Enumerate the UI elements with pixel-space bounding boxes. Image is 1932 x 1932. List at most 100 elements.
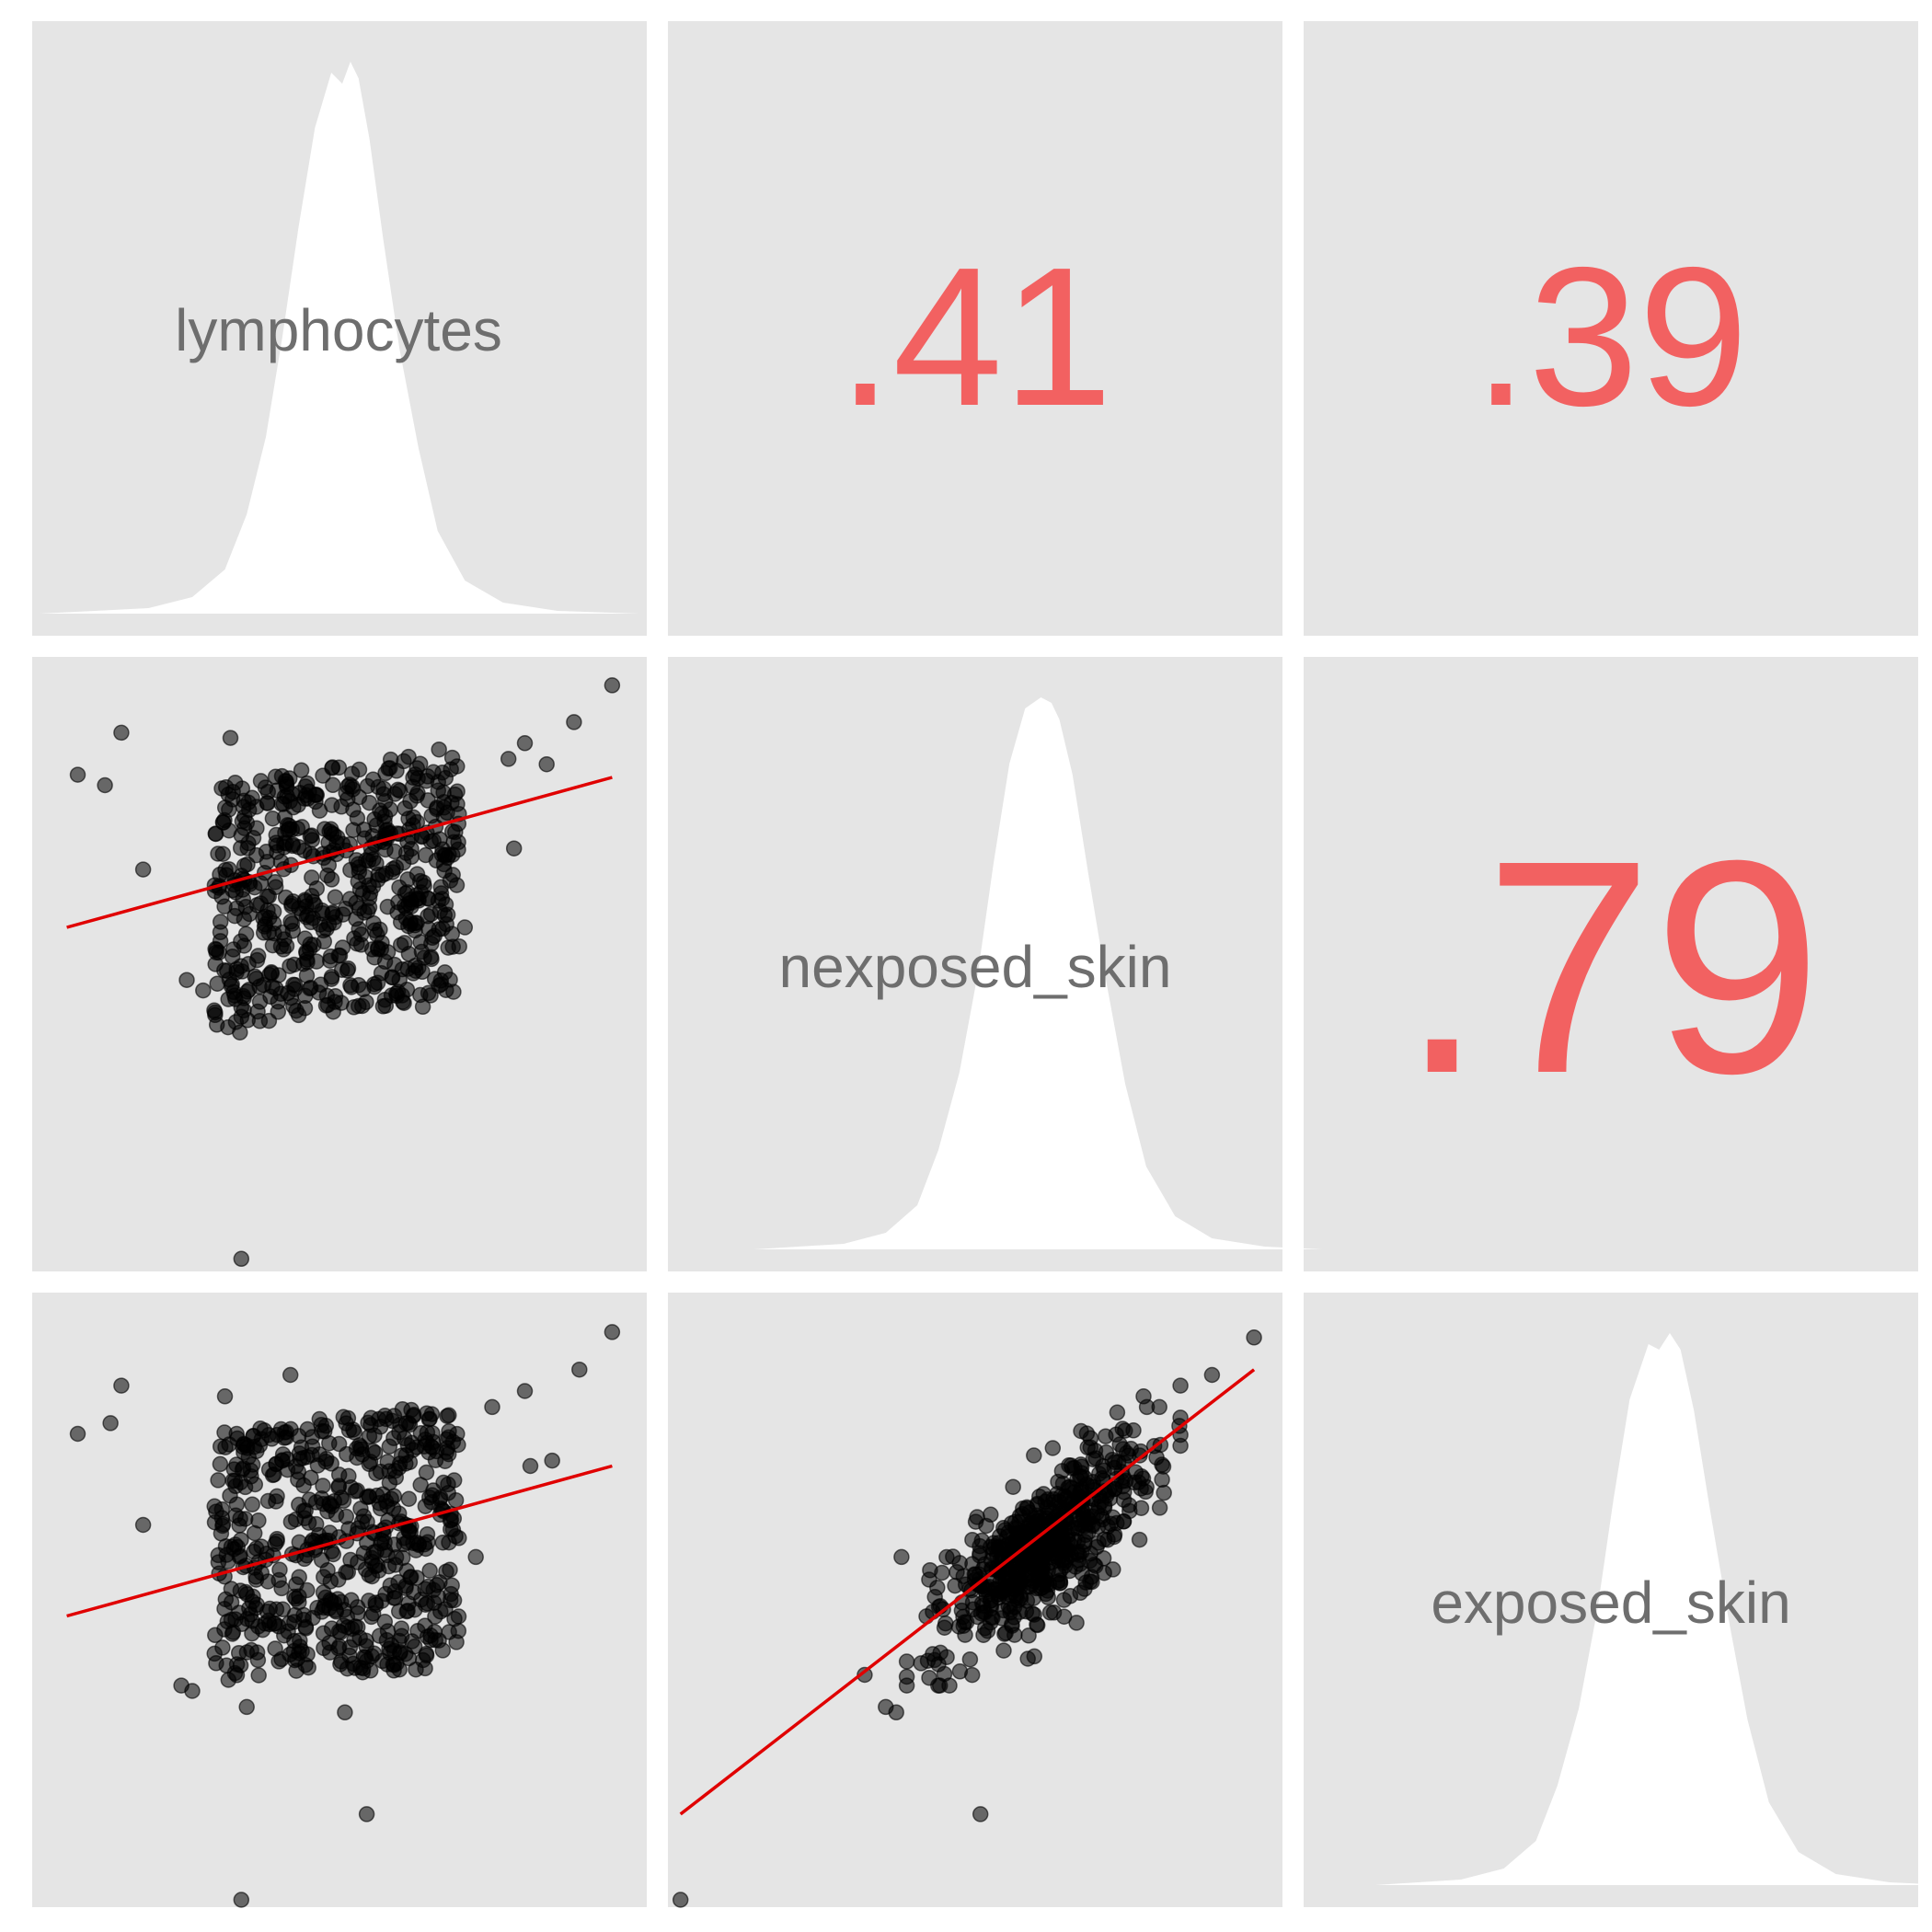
scatter-point xyxy=(1005,1478,1021,1495)
scatter-point xyxy=(436,846,453,864)
scatter-point xyxy=(387,1548,405,1566)
scatter-point-outlier xyxy=(69,766,86,783)
scatter-point xyxy=(264,810,282,827)
scatter-point-outlier xyxy=(1172,1377,1189,1394)
scatter-point xyxy=(898,1677,915,1694)
scatter-point xyxy=(1091,1466,1108,1482)
scatter-point xyxy=(349,935,365,952)
scatter-point xyxy=(244,1593,261,1610)
scatter-point xyxy=(358,1652,375,1670)
scatter-point-outlier xyxy=(113,1377,130,1394)
scatter-point xyxy=(447,1491,465,1509)
scatter-point xyxy=(276,1627,293,1644)
scatter-point-outlier xyxy=(1203,1366,1221,1384)
scatter-point xyxy=(326,914,342,931)
scatter-point-outlier xyxy=(516,735,534,752)
scatter-point xyxy=(342,1479,360,1496)
scatter-point xyxy=(420,984,437,1002)
scatter-point xyxy=(1026,1606,1042,1623)
scatter-point xyxy=(381,1438,398,1455)
scatter-point xyxy=(247,1476,264,1493)
scatter-point xyxy=(244,1496,260,1512)
scatter-point xyxy=(442,972,458,988)
scatter-point-outlier xyxy=(216,1388,234,1405)
scatter-point xyxy=(225,1461,243,1478)
scatter-point xyxy=(335,1409,352,1426)
scatter-point-outlier xyxy=(456,919,474,936)
scatter-point xyxy=(1000,1598,1018,1615)
scatter-point xyxy=(1154,1471,1170,1489)
scatter-point xyxy=(408,760,426,776)
scatter-point-outlier xyxy=(391,1661,408,1678)
scatter-point xyxy=(206,1498,223,1515)
correlation-nexposed-skin-exposed-skin: .79 xyxy=(1400,797,1823,1136)
scatter-point-outlier xyxy=(222,730,239,746)
scatter-point xyxy=(1006,1575,1022,1593)
scatter-point xyxy=(421,1562,438,1579)
scatter-point-outlier xyxy=(857,1666,873,1684)
scatter-point xyxy=(299,775,316,792)
scatter-point xyxy=(282,958,298,974)
scatter-point-outlier xyxy=(337,1704,353,1721)
scatter-point xyxy=(207,1627,224,1644)
scatter-point xyxy=(368,1465,385,1482)
scatter-point xyxy=(390,1603,408,1620)
scatter-point xyxy=(311,1410,328,1428)
panel-corr-nexposed-skin-exposed-skin xyxy=(1304,657,1918,1271)
scatter-point xyxy=(424,1424,441,1442)
scatter-point xyxy=(381,1475,398,1491)
scatter-point xyxy=(1044,1554,1061,1570)
scatter-point xyxy=(938,1548,955,1566)
scatter-point xyxy=(207,825,224,842)
linear-fit-line xyxy=(679,1368,1256,1816)
scatter-point xyxy=(207,1004,224,1021)
scatter-point xyxy=(374,1652,391,1670)
scatter-point xyxy=(304,1429,320,1445)
scatter-point-outlier xyxy=(233,1008,250,1025)
scatter-point xyxy=(222,1487,238,1504)
scatter-point xyxy=(291,1588,307,1604)
variable-label-lymphocytes: lymphocytes xyxy=(175,297,502,363)
scatter-point xyxy=(406,1638,423,1655)
scatter-point xyxy=(967,1513,984,1530)
linear-fit-line xyxy=(66,776,613,929)
scatter-point xyxy=(295,1606,312,1624)
scatter-point xyxy=(241,981,258,998)
scatter-point xyxy=(1148,1449,1165,1466)
linear-fit-line xyxy=(66,1464,613,1618)
scatter-point-outlier xyxy=(930,1656,947,1673)
scatter-point xyxy=(244,1625,260,1642)
scatter-point xyxy=(338,1508,355,1525)
scatter-point xyxy=(267,1535,283,1553)
scatter-point xyxy=(282,1513,300,1530)
scatter-point xyxy=(216,799,234,816)
scatter-point-outlier xyxy=(604,677,621,694)
scatter-point xyxy=(441,1624,457,1640)
scatter-point xyxy=(285,976,302,994)
scatter-point xyxy=(357,868,374,885)
scatter-point xyxy=(350,1554,366,1570)
variable-label-exposed-skin: exposed_skin xyxy=(1431,1570,1790,1636)
scatter-point xyxy=(218,1547,236,1563)
scatter-point xyxy=(1028,1552,1044,1569)
scatter-point xyxy=(224,881,241,899)
scatter-point xyxy=(370,939,386,957)
scatter-point xyxy=(405,1442,421,1458)
scatter-point xyxy=(393,1620,410,1637)
scatter-point xyxy=(237,898,255,915)
scatter-point xyxy=(366,1427,383,1443)
scatter-point xyxy=(206,1513,224,1531)
scatter-point xyxy=(368,817,385,834)
scatter-point xyxy=(1090,1498,1107,1515)
scatter-point xyxy=(236,937,253,954)
scatter-point xyxy=(898,1653,915,1670)
scatter-point xyxy=(223,1593,240,1611)
scatter-point xyxy=(391,879,408,896)
scatter-point xyxy=(344,781,362,798)
scatter-point xyxy=(296,1000,314,1017)
scatter-point xyxy=(1055,1608,1073,1625)
scatter-point xyxy=(292,1451,308,1467)
scatter-point xyxy=(210,1472,226,1489)
scatter-point xyxy=(979,1622,996,1639)
